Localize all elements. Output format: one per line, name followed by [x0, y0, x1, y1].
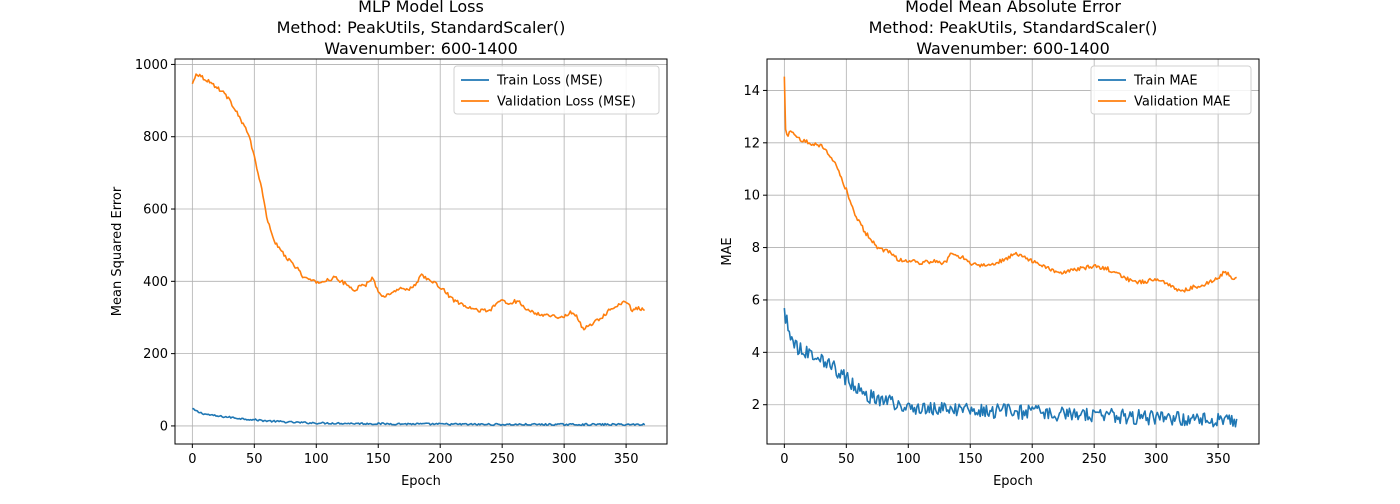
- x-tick-label: 100: [304, 452, 329, 467]
- y-tick-label: 14: [743, 84, 760, 99]
- chart-title-line: Method: PeakUtils, StandardScaler(): [277, 18, 566, 37]
- y-tick-label: 400: [143, 275, 168, 290]
- x-tick-label: 0: [188, 452, 196, 467]
- x-tick-label: 0: [780, 452, 788, 467]
- legend-box: [1090, 65, 1252, 115]
- chart-title-line: Model Mean Absolute Error: [905, 0, 1121, 16]
- x-tick-label: 300: [1144, 452, 1169, 467]
- x-tick-label: 100: [896, 452, 921, 467]
- chart-panel-mae: Model Mean Absolute Error Method: PeakUti…: [720, 0, 1260, 489]
- legend: Train MAE Validation MAE: [1090, 65, 1252, 115]
- chart-title-line: Wavenumber: 600-1400: [916, 39, 1110, 58]
- y-axis-label: MAE: [720, 237, 735, 265]
- x-tick-label: 250: [490, 452, 515, 467]
- x-tick-label: 250: [1082, 452, 1107, 467]
- y-tick-label: 10: [743, 189, 760, 204]
- x-tick-label: 350: [1206, 452, 1231, 467]
- x-tick-label: 50: [838, 452, 855, 467]
- x-tick-label: 200: [428, 452, 453, 467]
- series-line-validation-mae: [783, 76, 1237, 293]
- x-axis-label: Epoch: [401, 474, 441, 489]
- y-tick-label: 600: [143, 203, 168, 218]
- chart-title-line: Wavenumber: 600-1400: [324, 39, 518, 58]
- x-tick-label: 150: [958, 452, 983, 467]
- axes-frame: [174, 58, 668, 445]
- x-tick-label: 350: [614, 452, 639, 467]
- legend-label: Validation MAE: [1134, 95, 1231, 110]
- legend-label: Train MAE: [1133, 74, 1198, 89]
- y-tick-label: 8: [752, 241, 760, 256]
- y-tick-label: 4: [752, 346, 760, 361]
- series-line-train-mae: [783, 307, 1238, 428]
- chart-panel-loss: MLP Model Loss Method: PeakUtils, Standar…: [110, 0, 668, 489]
- y-tick-label: 800: [143, 130, 168, 145]
- y-tick-label: 2: [752, 398, 760, 413]
- y-tick-label: 0: [160, 419, 168, 434]
- y-tick-label: 12: [743, 136, 760, 151]
- series-line-validation-loss-mse: [191, 73, 645, 331]
- x-tick-label: 50: [246, 452, 263, 467]
- axes-frame: [766, 58, 1260, 445]
- y-tick-label: 6: [752, 293, 760, 308]
- y-tick-label: 1000: [135, 58, 168, 73]
- x-tick-label: 300: [552, 452, 577, 467]
- legend: Train Loss (MSE) Validation Loss (MSE): [453, 65, 660, 115]
- legend-label: Train Loss (MSE): [496, 74, 603, 89]
- legend-label: Validation Loss (MSE): [497, 95, 636, 110]
- chart-title-line: MLP Model Loss: [358, 0, 484, 16]
- legend-box: [453, 65, 660, 115]
- series-line-train-loss-mse: [192, 407, 646, 427]
- x-tick-label: 200: [1020, 452, 1045, 467]
- chart-title-line: Method: PeakUtils, StandardScaler(): [869, 18, 1158, 37]
- y-tick-label: 200: [143, 347, 168, 362]
- y-axis-label: Mean Squared Error: [110, 186, 125, 316]
- x-axis-label: Epoch: [993, 474, 1033, 489]
- x-tick-label: 150: [366, 452, 391, 467]
